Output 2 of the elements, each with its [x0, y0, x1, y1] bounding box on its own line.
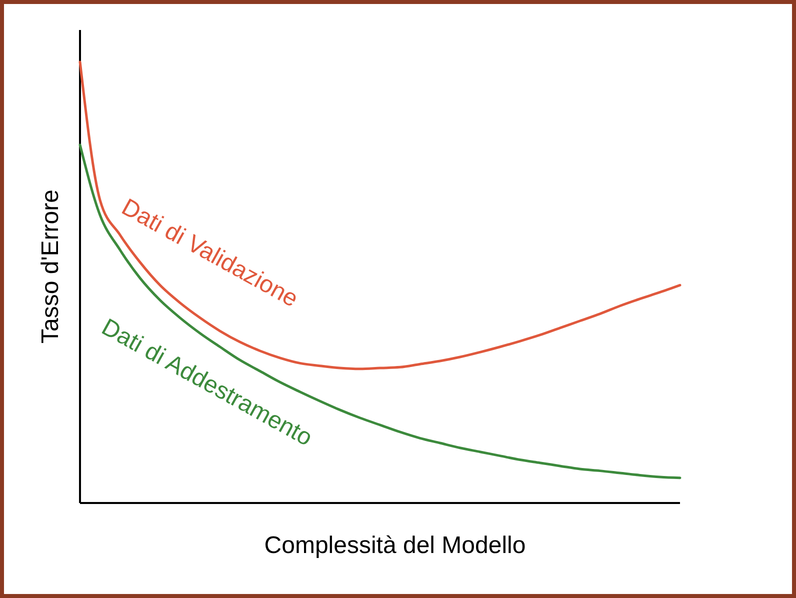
- x-axis-title: Complessità del Modello: [264, 532, 526, 559]
- y-axis-title: Tasso d'Errore: [37, 190, 64, 344]
